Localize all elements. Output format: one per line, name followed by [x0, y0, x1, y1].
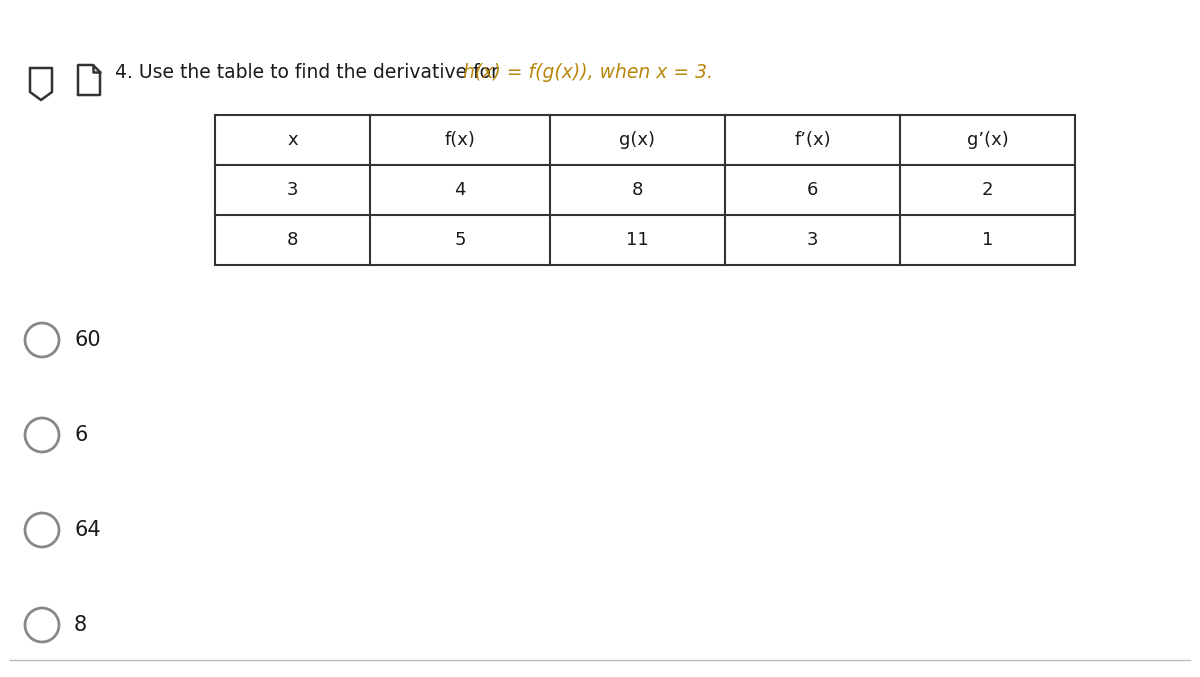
- Text: f’(x): f’(x): [794, 131, 830, 149]
- Text: f(x): f(x): [444, 131, 475, 149]
- Text: 3: 3: [287, 181, 299, 199]
- Text: 11: 11: [626, 231, 649, 249]
- Text: h(x) = f(g(x)), when x = 3.: h(x) = f(g(x)), when x = 3.: [463, 62, 713, 81]
- Text: 60: 60: [74, 330, 101, 350]
- Text: x: x: [287, 131, 298, 149]
- Text: 64: 64: [74, 520, 101, 540]
- Text: 2: 2: [982, 181, 994, 199]
- Text: g(x): g(x): [619, 131, 655, 149]
- Text: 6: 6: [74, 425, 88, 445]
- Text: 8: 8: [287, 231, 298, 249]
- Text: 3: 3: [806, 231, 818, 249]
- Text: 4. Use the table to find the derivative for: 4. Use the table to find the derivative …: [115, 62, 505, 81]
- Text: 6: 6: [806, 181, 818, 199]
- Text: 4: 4: [455, 181, 466, 199]
- Text: 8: 8: [632, 181, 643, 199]
- Text: 1: 1: [982, 231, 994, 249]
- Text: 8: 8: [74, 615, 88, 635]
- Text: 5: 5: [455, 231, 466, 249]
- Text: g’(x): g’(x): [967, 131, 1008, 149]
